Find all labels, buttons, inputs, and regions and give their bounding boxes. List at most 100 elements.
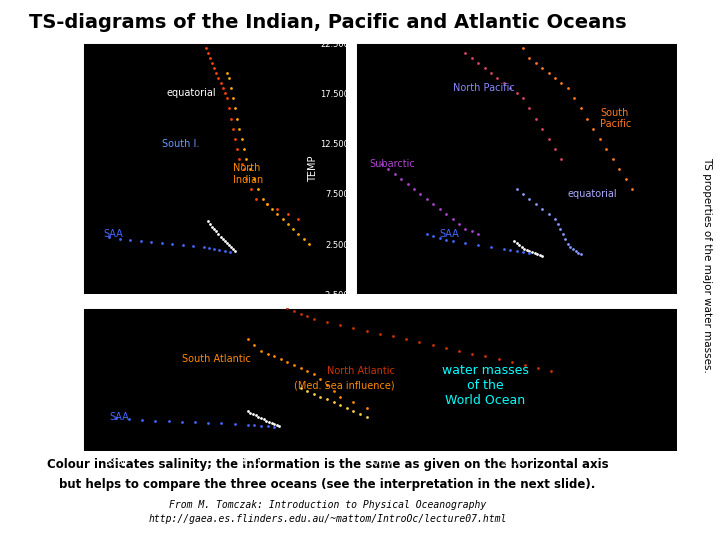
- Point: [428, 232, 439, 240]
- Point: [247, 409, 258, 418]
- Point: [564, 243, 576, 252]
- Point: [224, 248, 235, 256]
- Point: [485, 69, 497, 78]
- Point: [562, 84, 574, 93]
- Point: [513, 241, 525, 249]
- Point: [441, 210, 452, 218]
- Point: [510, 185, 522, 193]
- Point: [217, 235, 228, 244]
- Point: [554, 225, 566, 233]
- Point: [225, 114, 237, 123]
- Point: [526, 248, 538, 256]
- Point: [395, 174, 407, 183]
- Point: [240, 154, 251, 163]
- Text: South I.: South I.: [161, 139, 199, 148]
- Point: [103, 233, 114, 241]
- Point: [295, 363, 307, 372]
- Point: [480, 352, 491, 361]
- Point: [209, 245, 220, 253]
- Text: but helps to compare the three oceans (see the interpretation in the next slide): but helps to compare the three oceans (s…: [60, 478, 595, 491]
- Point: [354, 409, 366, 418]
- X-axis label: SALT: SALT: [203, 313, 225, 323]
- Point: [428, 200, 439, 208]
- Text: equatorial: equatorial: [568, 189, 618, 199]
- Point: [204, 54, 216, 63]
- Point: [321, 381, 333, 389]
- Point: [517, 44, 528, 52]
- Point: [530, 200, 541, 208]
- Point: [613, 164, 625, 173]
- Point: [202, 217, 214, 225]
- Point: [261, 416, 272, 425]
- Point: [209, 64, 220, 72]
- Point: [210, 69, 222, 78]
- Point: [434, 205, 446, 213]
- Point: [282, 303, 293, 312]
- Point: [479, 64, 490, 72]
- Point: [546, 367, 557, 375]
- Point: [536, 252, 548, 260]
- Point: [295, 383, 307, 392]
- Point: [466, 227, 477, 235]
- Point: [552, 220, 563, 228]
- Point: [530, 59, 541, 68]
- Point: [238, 144, 249, 153]
- Y-axis label: TEMP: TEMP: [34, 156, 44, 182]
- Point: [408, 185, 420, 193]
- Point: [303, 240, 315, 248]
- Point: [219, 237, 230, 245]
- Point: [361, 412, 372, 421]
- Point: [266, 418, 277, 427]
- Point: [505, 246, 516, 254]
- Point: [485, 243, 497, 252]
- Point: [114, 235, 125, 244]
- Point: [202, 49, 214, 58]
- Point: [295, 309, 307, 318]
- Point: [549, 144, 561, 153]
- Point: [248, 174, 260, 183]
- Point: [620, 174, 631, 183]
- Point: [400, 335, 412, 343]
- Point: [402, 179, 413, 188]
- Point: [264, 417, 275, 426]
- Point: [156, 239, 167, 247]
- Point: [225, 84, 237, 93]
- Point: [235, 159, 247, 168]
- Point: [413, 338, 425, 347]
- Point: [557, 230, 569, 238]
- Point: [466, 54, 477, 63]
- Point: [257, 194, 269, 203]
- Text: SAA: SAA: [440, 229, 459, 239]
- Text: water masses
of the
World Ocean: water masses of the World Ocean: [442, 363, 528, 407]
- Point: [269, 422, 280, 431]
- Point: [505, 84, 516, 93]
- Point: [166, 240, 178, 248]
- Point: [234, 154, 246, 163]
- Text: North Pacific: North Pacific: [452, 83, 514, 93]
- Point: [523, 104, 535, 113]
- Point: [510, 89, 522, 98]
- Point: [498, 79, 510, 87]
- Point: [518, 245, 530, 253]
- Point: [125, 236, 136, 245]
- Point: [594, 134, 606, 143]
- Point: [234, 124, 246, 133]
- Point: [212, 74, 224, 83]
- Point: [177, 241, 189, 249]
- Text: (Med. Sea influence): (Med. Sea influence): [294, 380, 395, 390]
- Point: [198, 243, 210, 252]
- Point: [298, 235, 310, 244]
- Point: [472, 230, 484, 238]
- Point: [415, 190, 426, 198]
- X-axis label: SALT: SALT: [369, 470, 391, 480]
- Point: [219, 89, 230, 98]
- Point: [467, 349, 478, 358]
- Point: [521, 246, 533, 254]
- Y-axis label: TEMP: TEMP: [34, 366, 44, 393]
- Text: SAA: SAA: [104, 229, 124, 239]
- Point: [493, 355, 505, 363]
- Text: equatorial: equatorial: [167, 89, 217, 98]
- Point: [302, 387, 313, 395]
- Point: [315, 392, 326, 401]
- Point: [308, 369, 320, 378]
